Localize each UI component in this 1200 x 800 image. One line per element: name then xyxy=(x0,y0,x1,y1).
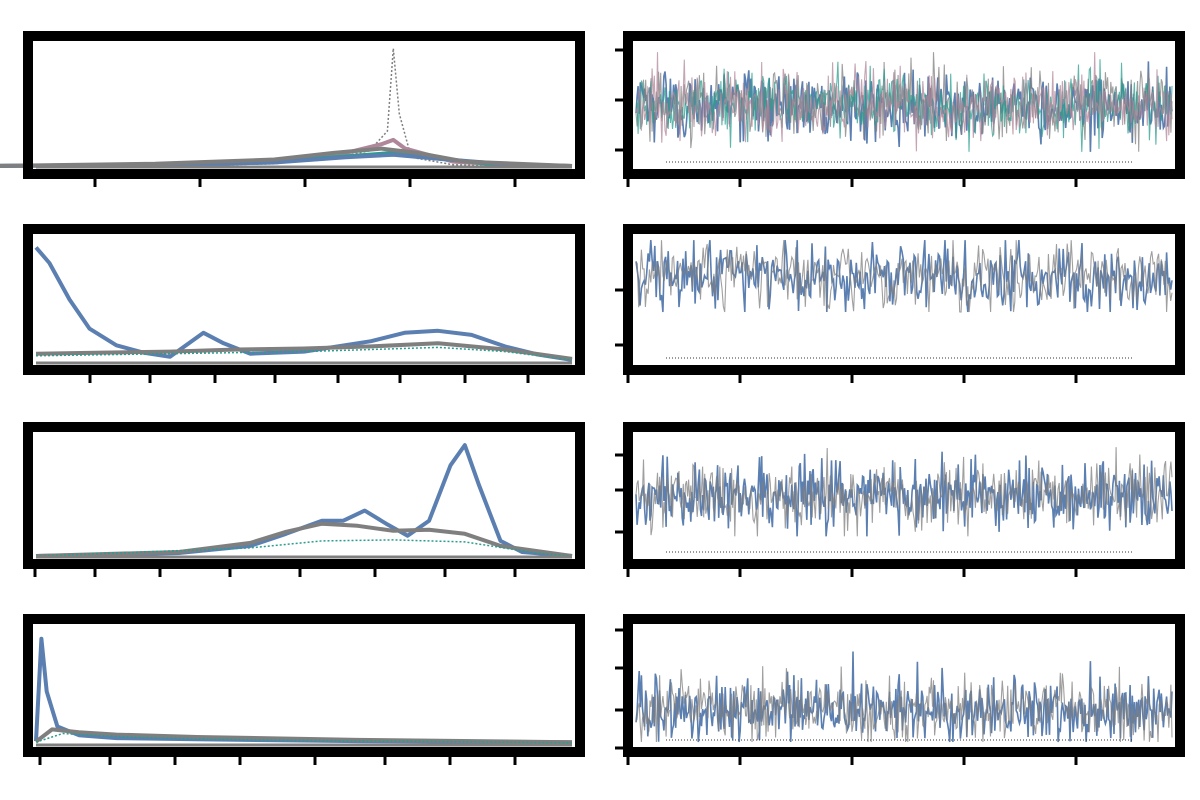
p2-density-plot-area xyxy=(34,246,573,365)
p2-density-series-2 xyxy=(35,346,573,361)
p2-density-series-1 xyxy=(35,341,573,361)
p1-trace-trace-3 xyxy=(635,52,1173,152)
p2-trace-plot-area xyxy=(635,240,1173,359)
p1-density-frame xyxy=(23,31,585,179)
p3-density-frame xyxy=(23,422,585,569)
p2-trace-trace-1 xyxy=(635,240,1173,313)
p3-trace-panel xyxy=(615,422,1185,577)
p1-density-panel xyxy=(0,31,585,187)
p3-density-series-2 xyxy=(35,539,573,557)
p4-density-frame xyxy=(23,614,585,757)
p1-density-plot-area xyxy=(0,47,573,169)
p4-density-series-0 xyxy=(34,636,573,745)
p3-trace-plot-area xyxy=(635,447,1173,553)
p4-trace-plot-area xyxy=(635,651,1173,743)
p3-density-series-1 xyxy=(35,521,573,558)
p1-trace-plot-area xyxy=(635,52,1173,163)
p4-density-plot-area xyxy=(34,636,573,747)
p3-density-series-0 xyxy=(35,443,573,558)
p4-trace-trace-1 xyxy=(635,666,1173,743)
p3-trace-trace-1 xyxy=(635,447,1173,537)
p4-density-series-2 xyxy=(35,732,573,744)
p2-trace-panel xyxy=(615,224,1185,383)
p1-trace-trace-2 xyxy=(635,59,1173,152)
p3-density-panel xyxy=(23,422,585,577)
p2-density-series-0 xyxy=(34,246,573,362)
p4-density-series-1 xyxy=(34,727,573,745)
p4-trace-frame xyxy=(623,614,1185,757)
p3-trace-trace-0 xyxy=(635,451,1173,537)
p2-trace-frame xyxy=(623,224,1185,375)
p3-trace-frame xyxy=(623,422,1185,569)
p1-density-series-4 xyxy=(0,146,573,168)
p3-density-plot-area xyxy=(35,443,573,559)
p1-density-series-0 xyxy=(0,47,572,167)
p2-density-panel xyxy=(23,224,585,383)
p1-trace-panel xyxy=(615,31,1185,187)
p4-density-panel xyxy=(23,614,585,765)
p1-trace-frame xyxy=(623,31,1185,179)
p4-trace-panel xyxy=(615,614,1185,765)
p2-density-frame xyxy=(23,224,585,375)
